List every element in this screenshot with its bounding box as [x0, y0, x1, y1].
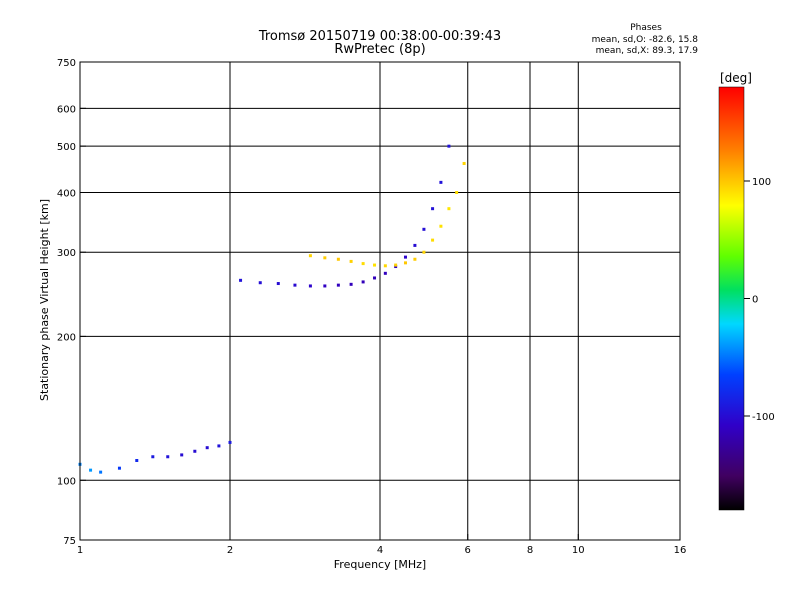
y-tick-label: 750 — [57, 58, 76, 69]
data-point — [462, 161, 466, 165]
data-point — [228, 440, 232, 444]
data-point — [422, 250, 426, 254]
colorbar-tick-label: 100 — [752, 177, 771, 188]
data-point — [394, 263, 398, 267]
x-axis-label: Frequency [MHz] — [334, 558, 426, 571]
data-point — [373, 276, 377, 280]
y-tick-label: 600 — [57, 104, 76, 115]
y-tick-label: 200 — [57, 332, 76, 343]
x-axis-ticks: 1 2 4 6 8 10 16 — [77, 534, 687, 556]
y-tick-label: 300 — [57, 248, 76, 259]
data-point — [166, 455, 170, 459]
y-axis-ticks: 75 100 200 300 400 500 600 750 — [57, 58, 86, 547]
data-point — [239, 278, 243, 282]
data-point — [293, 283, 297, 287]
data-point — [361, 262, 365, 266]
data-point — [336, 257, 340, 261]
data-point — [431, 207, 435, 211]
phase-stats-x: mean, sd,X: 89.3, 17.9 — [596, 46, 699, 56]
x-tick-label: 10 — [572, 545, 585, 556]
y-axis-label: Stationary phase Virtual Height [km] — [38, 199, 51, 401]
data-point — [308, 284, 312, 288]
colorbar-title: [deg] — [720, 71, 752, 85]
x-tick-label: 6 — [465, 545, 471, 556]
data-point — [383, 271, 387, 275]
data-point — [447, 207, 451, 211]
data-point — [205, 446, 209, 450]
y-tick-label: 500 — [57, 142, 76, 153]
data-point — [323, 284, 327, 288]
colorbar-ticks: 100 0 -100 — [744, 177, 775, 423]
data-point — [151, 455, 155, 459]
colorbar-tick-label: -100 — [752, 412, 775, 423]
x-tick-label: 1 — [77, 545, 83, 556]
x-tick-label: 16 — [674, 545, 687, 556]
data-point — [373, 263, 377, 267]
data-point — [89, 468, 93, 472]
data-point — [349, 282, 353, 286]
data-point — [439, 180, 443, 184]
data-points — [78, 144, 466, 474]
data-point — [349, 259, 353, 263]
y-tick-label: 100 — [57, 476, 76, 487]
colorbar-tick-label: 0 — [752, 295, 758, 306]
data-point — [193, 449, 197, 453]
x-tick-label: 2 — [227, 545, 233, 556]
data-point — [180, 453, 184, 457]
phase-stats-heading: Phases — [630, 23, 662, 33]
data-point — [308, 254, 312, 258]
data-point — [361, 280, 365, 284]
data-point — [217, 444, 221, 448]
colorbar — [718, 86, 745, 511]
x-tick-label: 4 — [377, 545, 383, 556]
data-point — [117, 466, 121, 470]
data-point — [455, 190, 459, 194]
data-point — [258, 281, 262, 285]
y-tick-label: 400 — [57, 188, 76, 199]
data-point — [413, 257, 417, 261]
data-point — [99, 470, 103, 474]
data-point — [336, 283, 340, 287]
data-point — [431, 238, 435, 242]
data-point — [422, 227, 426, 231]
data-point — [403, 261, 407, 265]
grid-lines — [80, 62, 680, 540]
data-point — [323, 256, 327, 260]
data-point — [447, 144, 451, 148]
data-point — [276, 282, 280, 286]
chart-subtitle: RwPretec (8p) — [334, 42, 425, 57]
data-point — [383, 264, 387, 268]
data-point — [413, 243, 417, 247]
data-point — [439, 224, 443, 228]
chart-title: Tromsø 20150719 00:38:00-00:39:43 — [258, 29, 501, 44]
data-point — [403, 255, 407, 259]
x-tick-label: 8 — [527, 545, 533, 556]
y-tick-label: 75 — [63, 536, 76, 547]
phase-stats-o: mean, sd,O: -82.6, 15.8 — [592, 35, 699, 45]
data-point — [135, 458, 139, 462]
